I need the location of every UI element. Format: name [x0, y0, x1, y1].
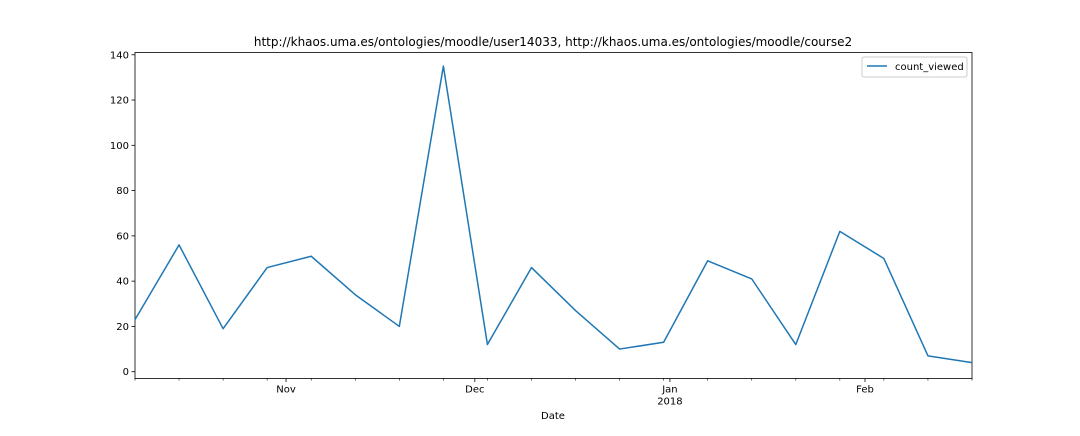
x-tick-label: Dec — [465, 385, 484, 396]
y-tick-label: 100 — [110, 141, 129, 152]
y-tick-label: 60 — [116, 231, 129, 242]
plot-frame — [134, 52, 973, 379]
series-layer — [134, 65, 973, 364]
y-tick-label: 20 — [116, 322, 129, 333]
y-tick-label: 0 — [123, 367, 129, 378]
x-tick-sublabel: 2018 — [657, 397, 682, 408]
chart-title: http://khaos.uma.es/ontologies/moodle/us… — [254, 35, 852, 49]
y-tick-label: 120 — [110, 96, 129, 107]
x-axis-label: Date — [541, 411, 565, 422]
y-tick-label: 80 — [116, 186, 129, 197]
x-tick-label: Jan — [661, 385, 677, 396]
legend-label: count_viewed — [895, 62, 964, 73]
y-tick-label: 140 — [110, 50, 129, 61]
series-line-count_viewed — [134, 65, 973, 364]
x-tick-label: Nov — [276, 385, 296, 396]
legend-box — [861, 56, 968, 78]
legend: count_viewed — [861, 56, 968, 78]
y-tick-label: 40 — [116, 277, 129, 288]
x-tick-label: Feb — [856, 385, 874, 396]
y-axis: 0 20 40 60 80 100 120 140 — [110, 50, 135, 378]
